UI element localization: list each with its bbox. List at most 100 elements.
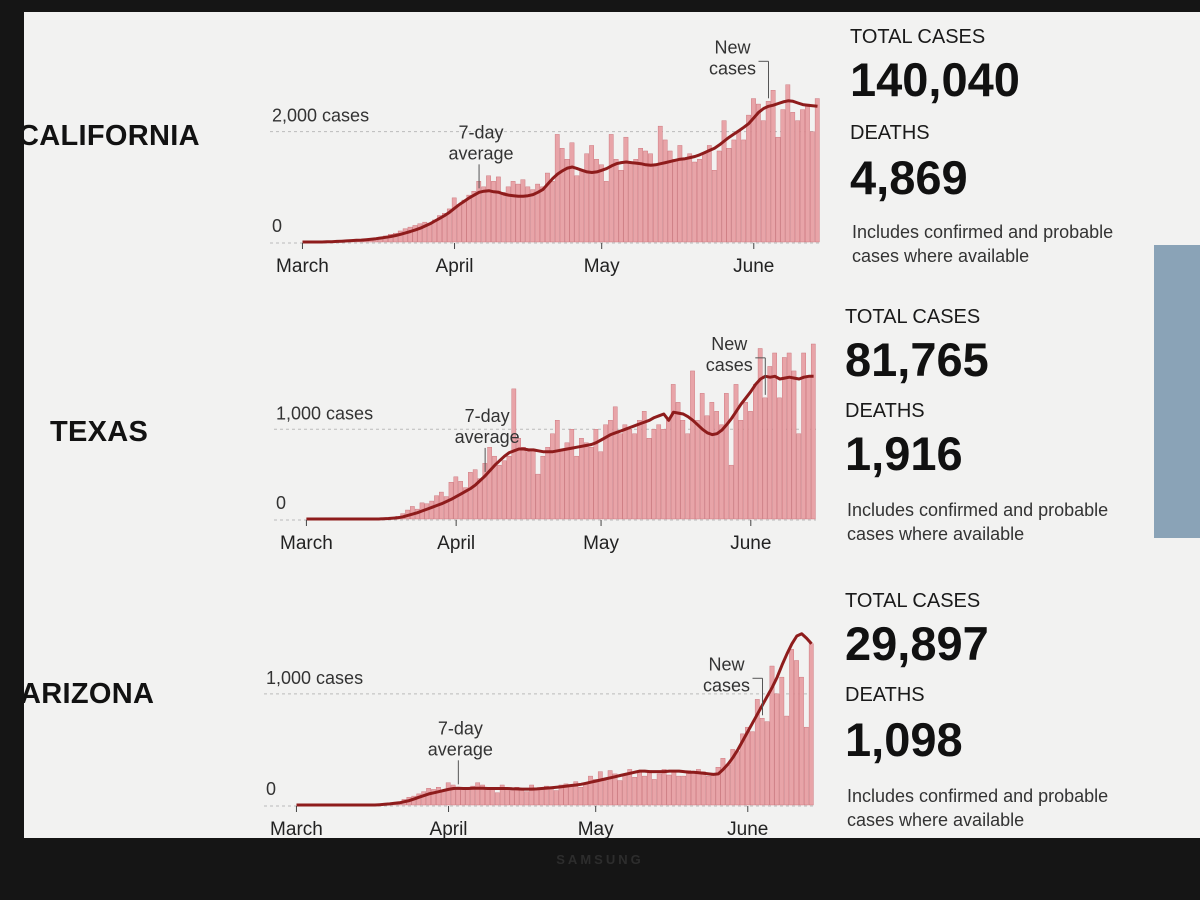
data-note: Includes confirmed and probable cases wh… [852, 220, 1113, 268]
case-bar [471, 191, 477, 243]
case-bar [661, 429, 666, 520]
case-bar [491, 181, 496, 243]
case-bar [784, 715, 790, 806]
case-bar [638, 148, 643, 243]
case-bar [623, 136, 629, 243]
case-bar [574, 455, 579, 520]
data-note-line2: cases where available [852, 246, 1030, 266]
x-tick-label: March [280, 533, 333, 554]
grid-label: 1,000 cases [276, 403, 373, 423]
case-bar [765, 101, 771, 243]
case-bar [497, 464, 502, 520]
case-bar [786, 352, 792, 520]
case-bar [799, 676, 804, 806]
case-bar [714, 411, 719, 520]
state-panel-arizona: ARIZONA 1,000 cases 0 March April May June 7-d… [24, 572, 1200, 838]
case-bar [475, 782, 481, 806]
case-bar [785, 84, 791, 243]
case-bar [578, 787, 584, 806]
case-bar [516, 438, 521, 520]
cases-chart-texas: 1,000 cases 0 March April May June 7-dayaverag… [274, 334, 816, 554]
case-bar [801, 352, 806, 520]
seven-day-average-line [302, 99, 818, 244]
case-bar [796, 433, 802, 520]
case-bar [810, 343, 816, 520]
case-bar [466, 194, 472, 243]
case-bar [446, 208, 452, 243]
case-bar [762, 397, 768, 520]
case-bar [603, 181, 609, 243]
case-bar [559, 148, 565, 243]
case-bar [728, 464, 734, 520]
case-bar [790, 112, 796, 243]
case-bar [417, 223, 423, 243]
case-bar [608, 134, 614, 243]
case-bar [521, 447, 526, 520]
case-bar [397, 230, 403, 243]
case-bar [524, 791, 530, 806]
seven-day-average-line [296, 632, 813, 807]
case-bar [750, 731, 755, 806]
data-note-line1: Includes confirmed and probable [847, 500, 1109, 520]
case-bar [711, 170, 717, 243]
case-bar [583, 782, 588, 806]
case-bar [647, 770, 652, 806]
case-bar [455, 789, 461, 806]
case-bar [675, 402, 681, 520]
case-bar [593, 429, 599, 520]
case-bar [613, 159, 619, 243]
data-note-line1: Includes confirmed and probable [852, 222, 1114, 242]
case-bar [487, 447, 492, 520]
case-bar [697, 159, 702, 243]
case-bar [690, 370, 695, 520]
case-bar [662, 139, 668, 243]
data-note-line2: cases where available [847, 524, 1025, 544]
total-cases-value: 29,897 [845, 617, 989, 670]
case-bar [680, 420, 686, 520]
case-bar [486, 175, 491, 243]
case-bar [545, 172, 550, 243]
case-bar [443, 496, 449, 520]
data-note: Includes confirmed and probable cases wh… [847, 784, 1108, 832]
case-bar [402, 228, 408, 243]
case-bar [451, 197, 457, 243]
case-bar [719, 424, 724, 520]
case-bar [767, 366, 773, 520]
case-bar [746, 114, 751, 243]
state-name: CALIFORNIA [24, 120, 200, 152]
case-bar [704, 415, 710, 520]
x-tick-label: March [270, 819, 323, 838]
side-panel [1154, 245, 1200, 538]
avg-annotation-line2: average [428, 739, 493, 759]
seven-day-average-line [306, 374, 814, 521]
deaths-label: DEATHS [845, 400, 925, 422]
case-bar [775, 136, 781, 243]
case-bar [530, 448, 536, 520]
cases-chart-arizona: 1,000 cases 0 March April May June 7-dayaverag… [264, 632, 814, 838]
case-bar [667, 150, 673, 243]
case-bar [803, 726, 809, 806]
case-bar [607, 770, 613, 806]
case-bar [431, 789, 436, 806]
case-bar [726, 148, 732, 243]
case-bar [509, 790, 515, 806]
zero-label: 0 [266, 779, 276, 799]
case-bar [593, 779, 598, 806]
new-cases-annotation-line2: cases [709, 58, 756, 78]
case-bar [494, 792, 500, 806]
case-bar [794, 660, 799, 806]
case-bar [617, 780, 623, 806]
case-bar [745, 726, 750, 806]
case-bar [702, 153, 707, 243]
case-bar [656, 424, 662, 520]
case-bar [456, 204, 462, 243]
case-bar [748, 411, 753, 520]
case-bar [725, 764, 731, 806]
total-cases-label: TOTAL CASES [845, 306, 981, 328]
case-bar [499, 784, 505, 806]
data-note-line1: Includes confirmed and probable [847, 786, 1109, 806]
case-bar [588, 447, 594, 520]
total-cases-label: TOTAL CASES [850, 26, 986, 48]
case-bar [715, 766, 721, 806]
case-bar [554, 134, 560, 243]
